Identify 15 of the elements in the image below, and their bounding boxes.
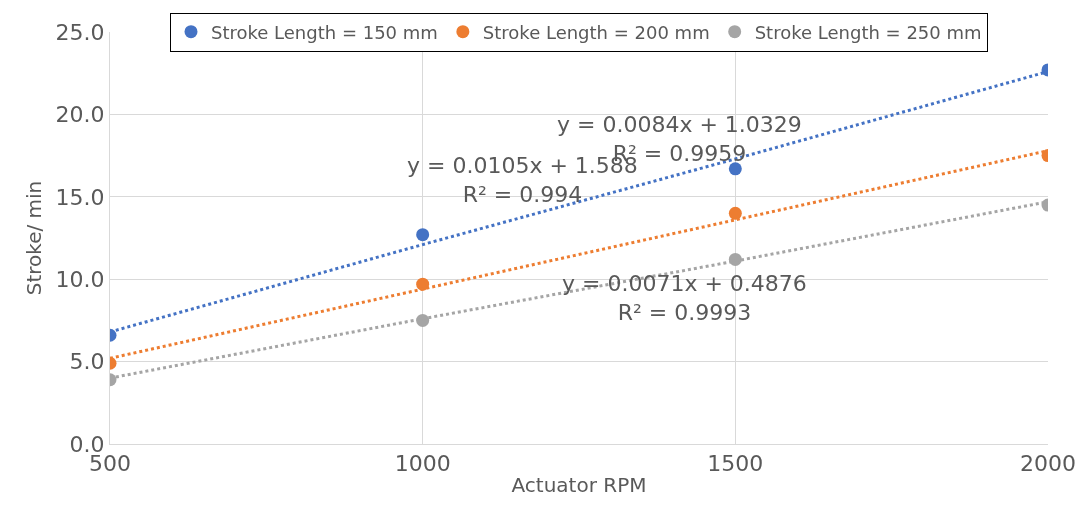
y-tick-label: 5.0 (69, 349, 105, 375)
y-tick-label: 20.0 (55, 102, 105, 128)
legend-label: Stroke Length = 200 mm (482, 21, 710, 43)
x-tick-label: 1000 (394, 451, 451, 477)
y-axis-title: Stroke/ min (22, 180, 47, 296)
legend-label: Stroke Length = 250 mm (754, 21, 982, 43)
legend-label: Stroke Length = 150 mm (211, 21, 438, 43)
x-tick-label: 1500 (707, 451, 764, 477)
x-tick-label: 500 (89, 451, 131, 477)
annotation: y = 0.0071x + 0.4876 R² = 0.9993 (562, 271, 807, 325)
y-tick-label: 15.0 (55, 184, 105, 210)
x-tick-label: 2000 (1020, 451, 1076, 477)
y-tick-label: 25.0 (55, 19, 105, 45)
x-axis-title: Actuator RPM (511, 472, 647, 497)
y-tick-label: 10.0 (55, 266, 105, 292)
